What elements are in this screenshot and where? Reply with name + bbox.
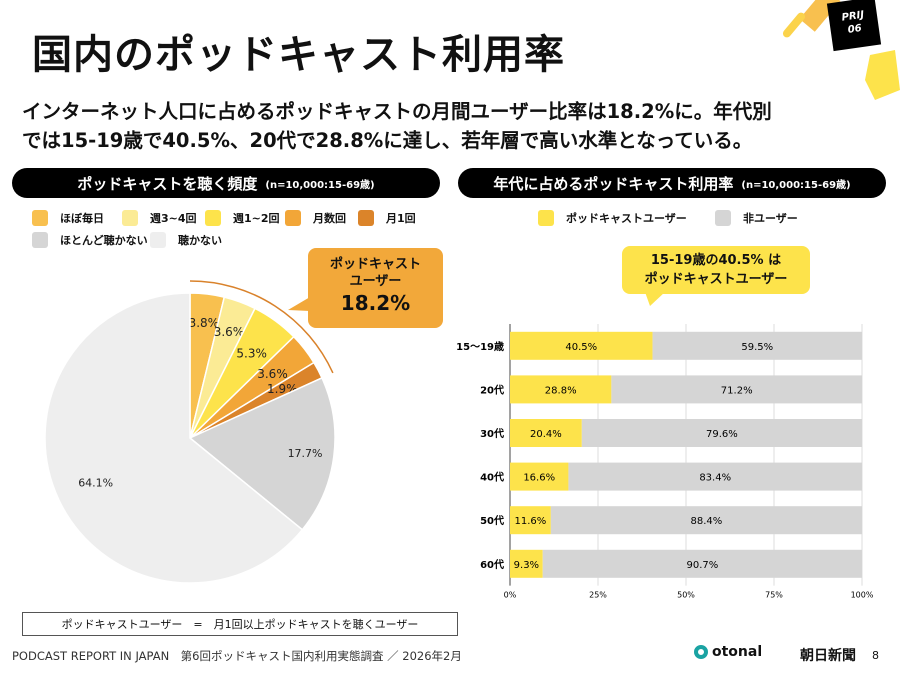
legend-non-user: 非ユーザー <box>715 210 798 226</box>
callout-value: 18.2% <box>340 291 411 315</box>
pie-legend-item: ほとんど聴かない <box>32 232 148 248</box>
bar-data-label: 88.4% <box>691 516 723 527</box>
pie-data-label: 3.6% <box>257 367 288 381</box>
bar-data-label: 20.4% <box>530 429 562 440</box>
pie-legend-label: 週1~2回 <box>233 212 280 225</box>
callout-line1: ポッドキャスト <box>329 257 421 272</box>
bar-data-label: 11.6% <box>515 516 547 527</box>
pie-slice <box>44 292 304 584</box>
x-tick-label: 25% <box>589 591 607 600</box>
pie-legend-label: ほぼ毎日 <box>60 212 104 225</box>
pie-legend-item: 聴かない <box>150 232 222 248</box>
age-callout-line2: ポッドキャストユーザー <box>644 272 788 287</box>
user-share-arc <box>189 280 334 374</box>
bar-data-label: 40.5% <box>565 342 597 353</box>
pie-legend-label: 月数回 <box>313 212 346 225</box>
category-label: 15〜19歳 <box>456 340 504 353</box>
category-label: 20代 <box>480 383 504 396</box>
pie-legend-label: 月1回 <box>386 212 416 225</box>
bar-data-label: 79.6% <box>706 429 738 440</box>
right-panel-sample: (n=10,000:15-69歳) <box>741 179 851 191</box>
report-badge: PRIJ 06 <box>826 0 882 52</box>
x-tick-label: 75% <box>765 591 783 600</box>
bar-data-label: 90.7% <box>686 560 718 571</box>
pie-data-label: 3.6% <box>214 325 245 339</box>
bar-segment <box>550 506 862 535</box>
pie-legend-item: ほぼ毎日 <box>32 210 104 226</box>
x-tick-label: 100% <box>851 591 874 600</box>
bar-segment <box>652 331 862 360</box>
category-label: 30代 <box>480 427 504 440</box>
otonal-logo: otonal <box>694 644 762 660</box>
bar-data-label: 83.4% <box>699 473 731 484</box>
asahi-logo: 朝日新聞 <box>800 648 856 664</box>
pie-legend-label: ほとんど聴かない <box>60 234 148 247</box>
pie-slice <box>188 376 336 531</box>
right-panel-header: 年代に占めるポッドキャスト利用率 (n=10,000:15-69歳) <box>458 168 886 198</box>
lead-line2: では15-19歳で40.5%、20代で28.8%に達し、若年層で高い水準となって… <box>22 129 753 152</box>
bar-segment <box>510 462 569 491</box>
decorative-shapes <box>782 0 900 100</box>
bar-segment <box>568 462 862 491</box>
left-panel-title: ポッドキャストを聴く頻度 <box>77 174 258 193</box>
right-panel-title: 年代に占めるポッドキャスト利用率 <box>493 174 734 193</box>
bar-segment <box>510 549 543 578</box>
bar-segment <box>611 375 862 404</box>
bar-data-label: 9.3% <box>514 560 539 571</box>
age-callout-pointer <box>645 292 665 306</box>
age-bar-chart: 0% 25% 50% 75% 100% 15〜19歳 40.5% 59.5% 20代 28.8% 7… <box>456 324 874 600</box>
pie-legend-label: 週3~4回 <box>150 212 197 225</box>
bar-data-label: 16.6% <box>523 473 555 484</box>
page-number: 8 <box>872 649 879 662</box>
definition-note: ポッドキャストユーザー = 月1回以上ポッドキャストを聴くユーザー <box>22 612 458 636</box>
left-panel-sample: (n=10,000:15-69歳) <box>265 179 375 191</box>
page-title: 国内のポッドキャスト利用率 <box>32 32 565 78</box>
bar-data-label: 28.8% <box>545 385 577 396</box>
x-tick-label: 0% <box>504 591 517 600</box>
category-label: 40代 <box>480 471 504 484</box>
category-label: 60代 <box>480 558 504 571</box>
pie-data-label: 64.1% <box>78 477 113 490</box>
category-label: 50代 <box>480 514 504 527</box>
callout-line2: ユーザー <box>349 274 402 289</box>
bar-segment <box>510 419 582 447</box>
bar-data-label: 71.2% <box>721 385 753 396</box>
bar-segment <box>581 419 862 447</box>
bar-segment <box>542 549 862 578</box>
bar-segment <box>510 331 653 360</box>
pie-legend-item: 週3~4回 <box>122 210 197 226</box>
otonal-logo-text: otonal <box>712 644 763 660</box>
pie-legend-label: 聴かない <box>178 234 222 247</box>
podcast-user-callout: ポッドキャスト ユーザー 18.2% <box>308 248 443 328</box>
pie-legend-item: 月1回 <box>358 210 416 226</box>
pie-legend-item: 月数回 <box>285 210 346 226</box>
lead-text: インターネット人口に占めるポッドキャストの月間ユーザー比率は18.2%に。年代別… <box>22 97 892 155</box>
pie-legend-item: 週1~2回 <box>205 210 280 226</box>
bar-data-label: 59.5% <box>741 342 773 353</box>
pie-data-label: 5.3% <box>236 347 267 361</box>
age-callout: 15-19歳の40.5% はポッドキャストユーザー <box>622 246 810 294</box>
legend-non-user-label: 非ユーザー <box>743 212 798 225</box>
lead-line1: インターネット人口に占めるポッドキャストの月間ユーザー比率は18.2%に。年代別 <box>22 100 772 123</box>
pie-data-label: 3.8% <box>189 316 220 330</box>
x-tick-label: 50% <box>677 591 695 600</box>
legend-user-label: ポッドキャストユーザー <box>566 212 687 225</box>
legend-user: ポッドキャストユーザー <box>538 210 687 226</box>
pie-data-label: 17.7% <box>288 447 323 460</box>
age-callout-line1: 15-19歳の40.5% は <box>650 253 782 268</box>
footer-text: PODCAST REPORT IN JAPAN 第6回ポッドキャスト国内利用実態… <box>12 649 462 663</box>
frequency-pie-chart: 3.8%3.6%5.3%3.6%1.9%17.7%64.1% <box>44 280 336 584</box>
callout-pointer <box>288 297 310 311</box>
bar-segment <box>510 506 551 535</box>
bar-segment <box>510 375 612 404</box>
left-panel-header: ポッドキャストを聴く頻度 (n=10,000:15-69歳) <box>12 168 440 198</box>
